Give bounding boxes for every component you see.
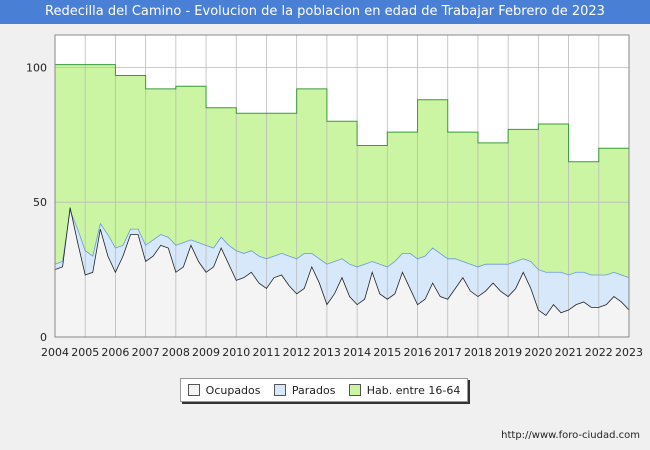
series-line-parados xyxy=(54,208,630,279)
x-tick-label: 2021 xyxy=(555,346,583,359)
x-tick-label: 2004 xyxy=(41,346,69,359)
chart-title: Redecilla del Camino - Evolucion de la p… xyxy=(0,0,650,24)
plot-border xyxy=(54,34,630,338)
x-tick-label: 2011 xyxy=(252,346,280,359)
x-tick-label: 2009 xyxy=(192,346,220,359)
x-tick-label: 2016 xyxy=(404,346,432,359)
legend-item-ocupados: Ocupados xyxy=(187,383,261,397)
x-tick-label: 2007 xyxy=(132,346,160,359)
legend-label-parados: Parados xyxy=(291,383,336,397)
legend: Ocupados Parados Hab. entre 16-64 xyxy=(180,378,468,402)
x-tick-label: 2017 xyxy=(434,346,462,359)
source-credit: http://www.foro-ciudad.com xyxy=(501,430,640,441)
x-tick-label: 2015 xyxy=(373,346,401,359)
legend-item-parados: Parados xyxy=(273,383,336,397)
x-tick-label: 2014 xyxy=(343,346,371,359)
series-line-ocupados xyxy=(54,207,630,316)
x-tick-label: 2018 xyxy=(464,346,492,359)
x-tick-label: 2005 xyxy=(71,346,99,359)
series-area-ocupados xyxy=(55,207,629,337)
x-tick-label: 2012 xyxy=(283,346,311,359)
x-tick-label: 2013 xyxy=(313,346,341,359)
legend-item-hab: Hab. entre 16-64 xyxy=(348,383,461,397)
legend-label-hab: Hab. entre 16-64 xyxy=(366,383,461,397)
legend-label-ocupados: Ocupados xyxy=(205,383,261,397)
legend-swatch-hab xyxy=(348,384,361,396)
x-tick-label: 2008 xyxy=(162,346,190,359)
y-tick-label: 100 xyxy=(26,61,47,74)
x-tick-label: 2022 xyxy=(585,346,613,359)
y-tick-label: 50 xyxy=(33,196,47,209)
x-tick-label: 2019 xyxy=(494,346,522,359)
y-tick-label: 0 xyxy=(40,331,47,344)
x-tick-label: 2010 xyxy=(222,346,250,359)
x-tick-label: 2020 xyxy=(524,346,552,359)
series-line-hab xyxy=(55,64,629,163)
legend-swatch-parados xyxy=(273,384,286,396)
x-tick-label: 2023 xyxy=(615,346,643,359)
x-tick-label: 2006 xyxy=(101,346,129,359)
legend-swatch-ocupados xyxy=(187,384,200,396)
